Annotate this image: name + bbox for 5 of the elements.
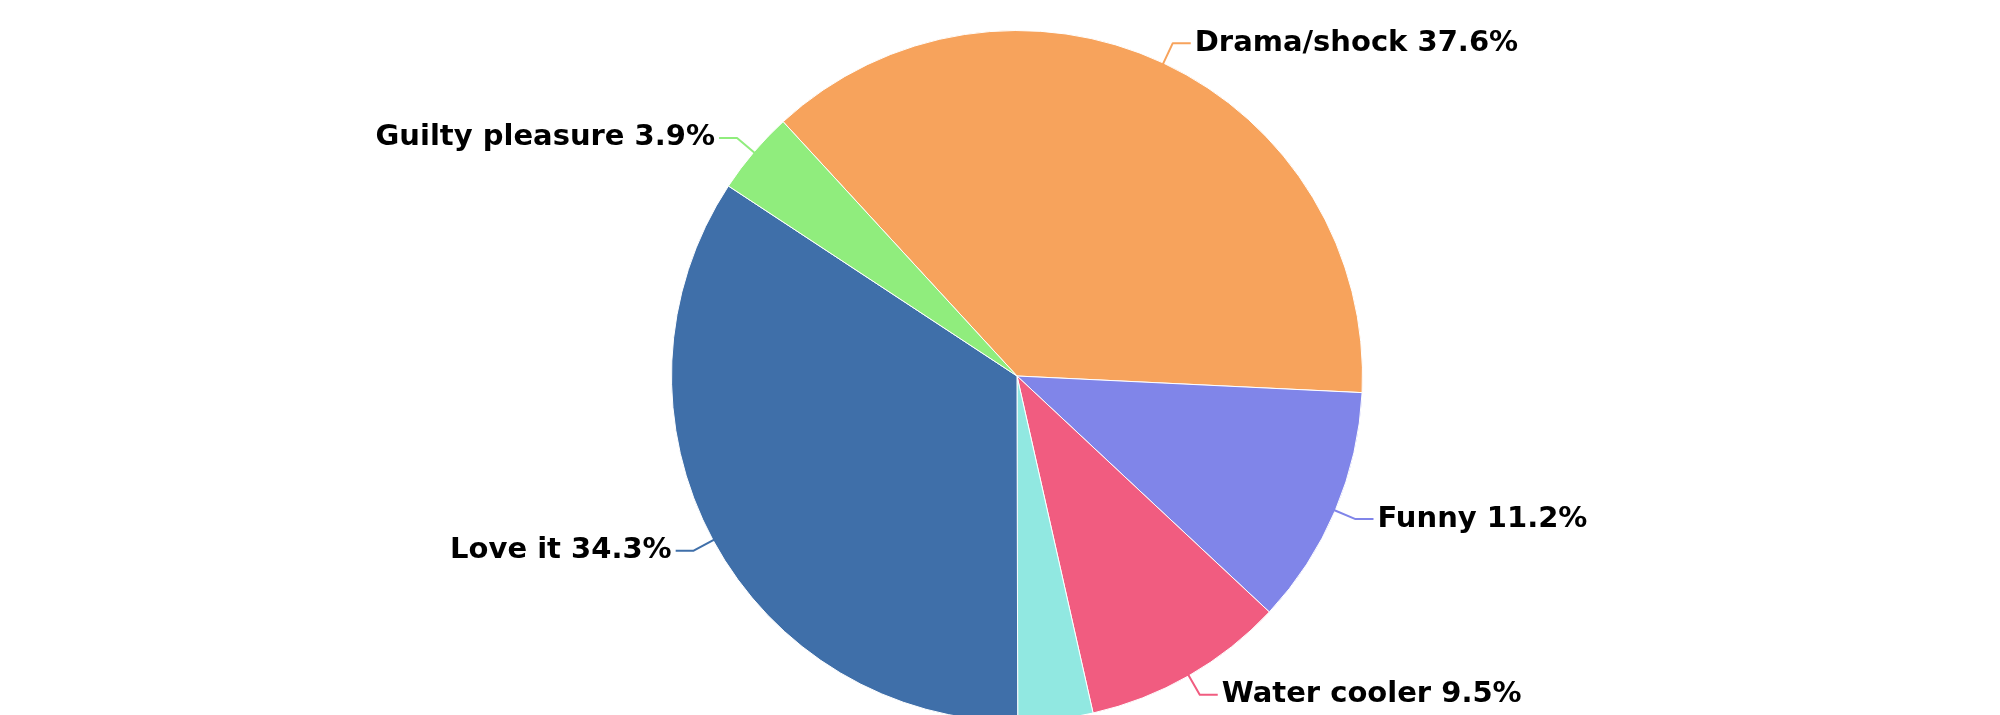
slice-label: Water cooler 9.5% [1221,675,1522,710]
slice-label: Guilty pleasure 3.9% [375,118,716,153]
slice-label: Love it 34.3% [450,531,672,566]
slice-label: Funny 11.2% [1377,499,1588,534]
slice-label: Drama/shock 37.6% [1194,23,1519,58]
